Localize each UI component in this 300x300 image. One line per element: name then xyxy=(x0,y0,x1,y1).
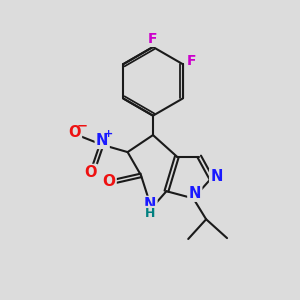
Text: +: + xyxy=(104,129,113,139)
Text: O: O xyxy=(84,165,97,180)
Text: −: − xyxy=(77,120,88,133)
Text: F: F xyxy=(186,54,196,68)
Text: N: N xyxy=(144,197,156,212)
Text: O: O xyxy=(68,125,81,140)
Text: N: N xyxy=(96,133,108,148)
Text: N: N xyxy=(189,185,201,200)
Text: F: F xyxy=(148,32,158,46)
Text: H: H xyxy=(145,207,155,220)
Text: O: O xyxy=(102,174,115,189)
Text: N: N xyxy=(210,169,223,184)
